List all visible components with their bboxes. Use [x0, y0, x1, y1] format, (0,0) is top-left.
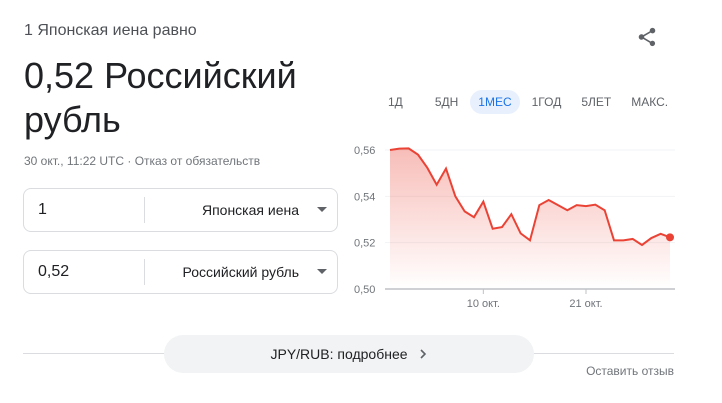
x-tick-label: 10 окт. [467, 298, 500, 310]
share-icon[interactable] [636, 26, 658, 48]
chevron-right-icon [419, 349, 426, 359]
tab-1m[interactable]: 1МЕС [470, 90, 520, 114]
chart-line [389, 147, 671, 247]
tab-1d[interactable]: 1Д [388, 95, 403, 109]
conversion-result: 0,52 Российский рубль [24, 55, 297, 140]
rate-chart: 0,56 0,54 0,52 0,50 10 окт. 21 окт. [354, 145, 675, 310]
to-amount-input[interactable]: 0,52 [38, 263, 70, 280]
tab-5d[interactable]: 5ДН [434, 95, 459, 109]
x-tick-label: 21 окт. [569, 298, 602, 310]
range-tabs: 1Д 5ДН 1МЕС 1ГОД 5ЛЕТ МАКС. [380, 90, 680, 114]
chevron-down-icon[interactable] [317, 207, 327, 212]
from-amount-input[interactable]: 1 [38, 201, 47, 218]
timestamp-disclaimer: 30 окт., 11:22 UTC · Отказ от обязательс… [24, 154, 261, 168]
y-tick-label: 0,50 [354, 284, 375, 296]
tab-1y[interactable]: 1ГОД [531, 95, 562, 109]
to-currency-select[interactable]: Российский рубль [182, 264, 299, 280]
conversion-subtitle: 1 Японская иена равно [24, 22, 197, 39]
more-details-button[interactable]: JPY/RUB: подробнее [164, 335, 534, 373]
y-tick-label: 0,56 [354, 145, 375, 157]
divider [144, 197, 145, 223]
last-point-marker [666, 233, 674, 242]
chart-area [390, 148, 670, 289]
divider [144, 259, 145, 285]
from-currency-field[interactable]: 1 Японская иена [23, 188, 338, 232]
tab-5y[interactable]: 5ЛЕТ [581, 95, 612, 109]
y-tick-label: 0,52 [354, 238, 375, 250]
chevron-down-icon[interactable] [317, 269, 327, 274]
from-currency-select[interactable]: Японская иена [201, 202, 299, 218]
y-tick-label: 0,54 [354, 191, 375, 203]
to-currency-field[interactable]: 0,52 Российский рубль [23, 250, 338, 294]
tab-max[interactable]: МАКС. [631, 95, 669, 109]
more-details-label: JPY/RUB: подробнее [270, 346, 408, 362]
feedback-link[interactable]: Оставить отзыв [586, 364, 674, 378]
